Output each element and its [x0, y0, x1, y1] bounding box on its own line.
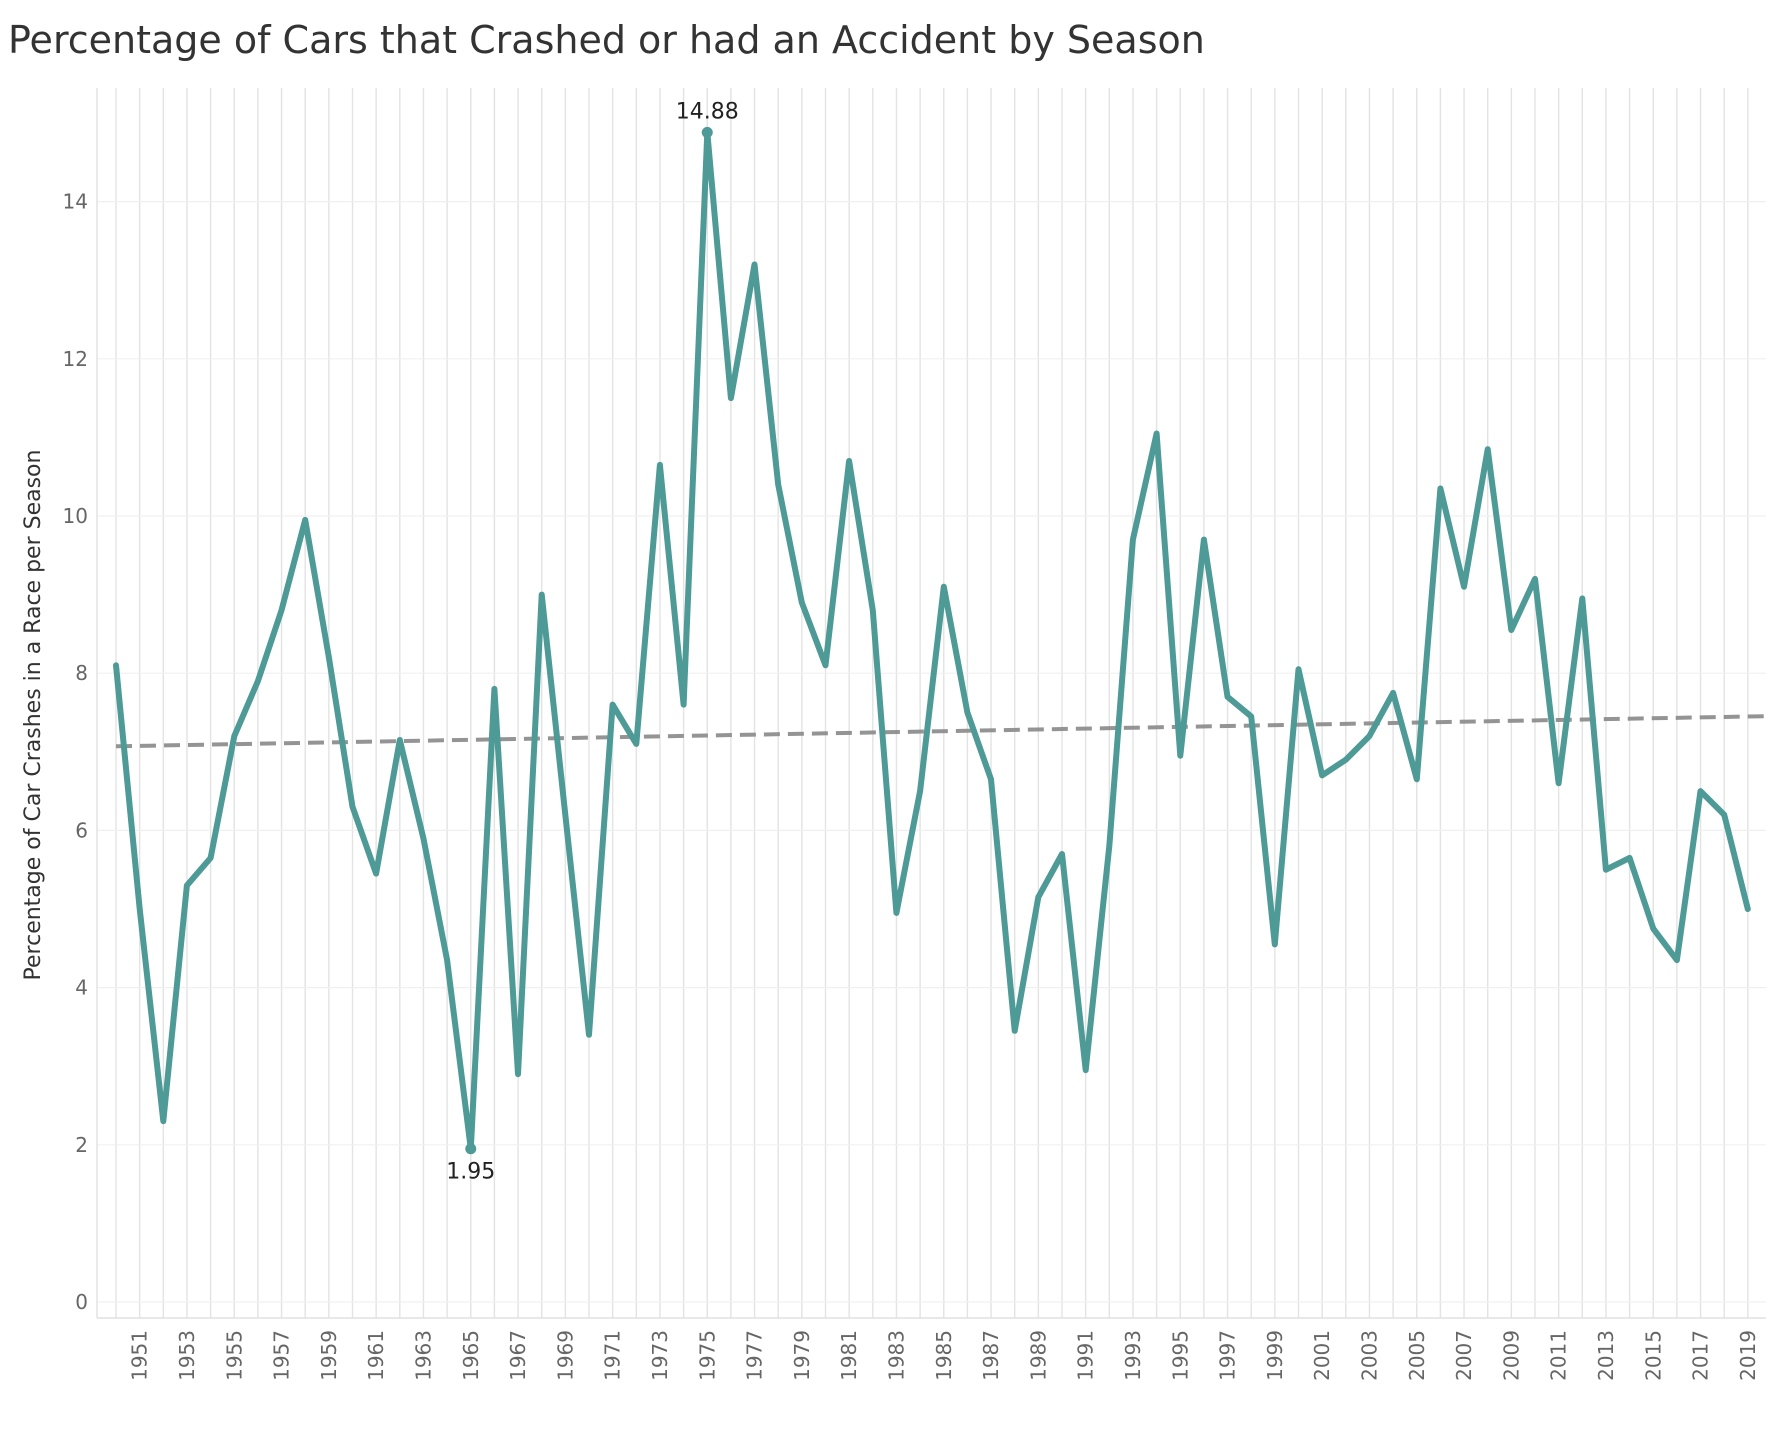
x-tick-label: 1957: [270, 1330, 294, 1381]
data-point-marker: [465, 1143, 477, 1155]
x-tick-label: 1985: [932, 1330, 956, 1381]
x-tick-label: 1965: [459, 1330, 483, 1381]
x-tick-label: 2003: [1357, 1330, 1381, 1381]
y-axis-label: Percentage of Car Crashes in a Race per …: [21, 450, 46, 981]
grid-lines: [97, 88, 1766, 1318]
trend-line: [115, 714, 1767, 749]
x-tick-label: 1975: [695, 1330, 719, 1381]
y-tick-label: 0: [75, 1290, 88, 1314]
x-tick-label: 1983: [884, 1330, 908, 1381]
data-label: 14.88: [676, 99, 739, 124]
x-tick-label: 1963: [411, 1330, 435, 1381]
y-tick-label: 14: [63, 190, 88, 214]
x-tick-label: 1999: [1263, 1330, 1287, 1381]
x-tick-label: 1993: [1121, 1330, 1145, 1381]
x-tick-label: 1951: [128, 1330, 152, 1381]
x-tick-label: 1987: [979, 1330, 1003, 1381]
data-point-marker: [701, 126, 713, 138]
x-tick-label: 2005: [1405, 1330, 1429, 1381]
y-tick-label: 8: [75, 661, 88, 685]
data-labels: 14.88 1.95: [446, 99, 738, 1184]
x-tick-label: 1981: [837, 1330, 861, 1381]
x-tick-label: 1961: [364, 1330, 388, 1381]
x-tick-label: 1959: [317, 1330, 341, 1381]
x-tick-label: 1995: [1168, 1330, 1192, 1381]
x-tick-label: 2013: [1594, 1330, 1618, 1381]
x-tick-label: 1967: [506, 1330, 530, 1381]
x-tick-label: 2017: [1689, 1330, 1713, 1381]
y-tick-label: 4: [75, 976, 88, 1000]
trend-line: [115, 714, 1767, 749]
x-tick-label: 1997: [1216, 1330, 1240, 1381]
x-tick-label: 2011: [1547, 1330, 1571, 1381]
x-tick-label: 2001: [1310, 1330, 1334, 1381]
chart-title: Percentage of Cars that Crashed or had a…: [8, 18, 1205, 62]
series-layer: [113, 129, 1751, 1152]
x-tick-label: 1955: [222, 1330, 246, 1381]
x-tick-label: 1969: [553, 1330, 577, 1381]
x-tick-label: 1971: [601, 1330, 625, 1381]
x-tick-label: 2015: [1641, 1330, 1665, 1381]
y-tick-label: 6: [75, 818, 88, 842]
x-tick-label: 2019: [1736, 1330, 1760, 1381]
x-tick-label: 1989: [1026, 1330, 1050, 1381]
axes: 0 2 4 6 8 10 12 14 1951 1953 1955 1957 1959 1961 1963 1…: [63, 88, 1766, 1381]
y-tick-label: 10: [63, 504, 88, 528]
y-tick-label: 12: [63, 347, 88, 371]
x-tick-label: 1973: [648, 1330, 672, 1381]
data-label: 1.95: [446, 1160, 495, 1185]
x-tick-label: 1977: [743, 1330, 767, 1381]
x-tick-label: 2007: [1452, 1330, 1476, 1381]
x-tick-label: 1953: [175, 1330, 199, 1381]
y-tick-label: 2: [75, 1133, 88, 1157]
x-tick-label: 1991: [1074, 1330, 1098, 1381]
series-line: [113, 129, 1751, 1152]
x-tick-label: 1979: [790, 1330, 814, 1381]
x-tick-label: 2009: [1499, 1330, 1523, 1381]
